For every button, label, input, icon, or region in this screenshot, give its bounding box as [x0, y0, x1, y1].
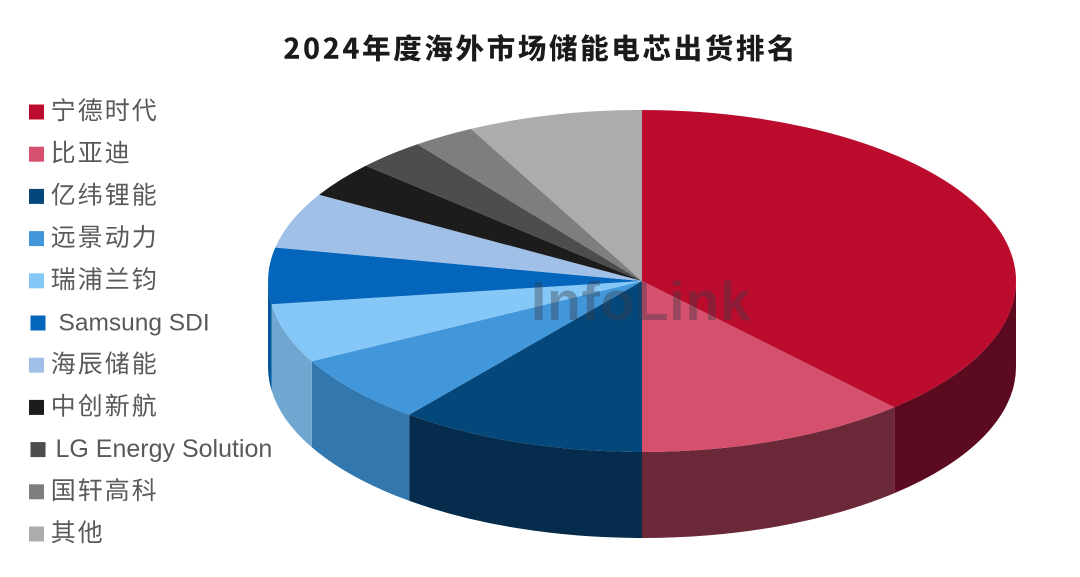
svg-text:InfoLink: InfoLink	[531, 270, 751, 332]
svg-text:Samsung SDI: Samsung SDI	[59, 309, 210, 336]
svg-text:LG Energy Solution: LG Energy Solution	[56, 435, 273, 463]
